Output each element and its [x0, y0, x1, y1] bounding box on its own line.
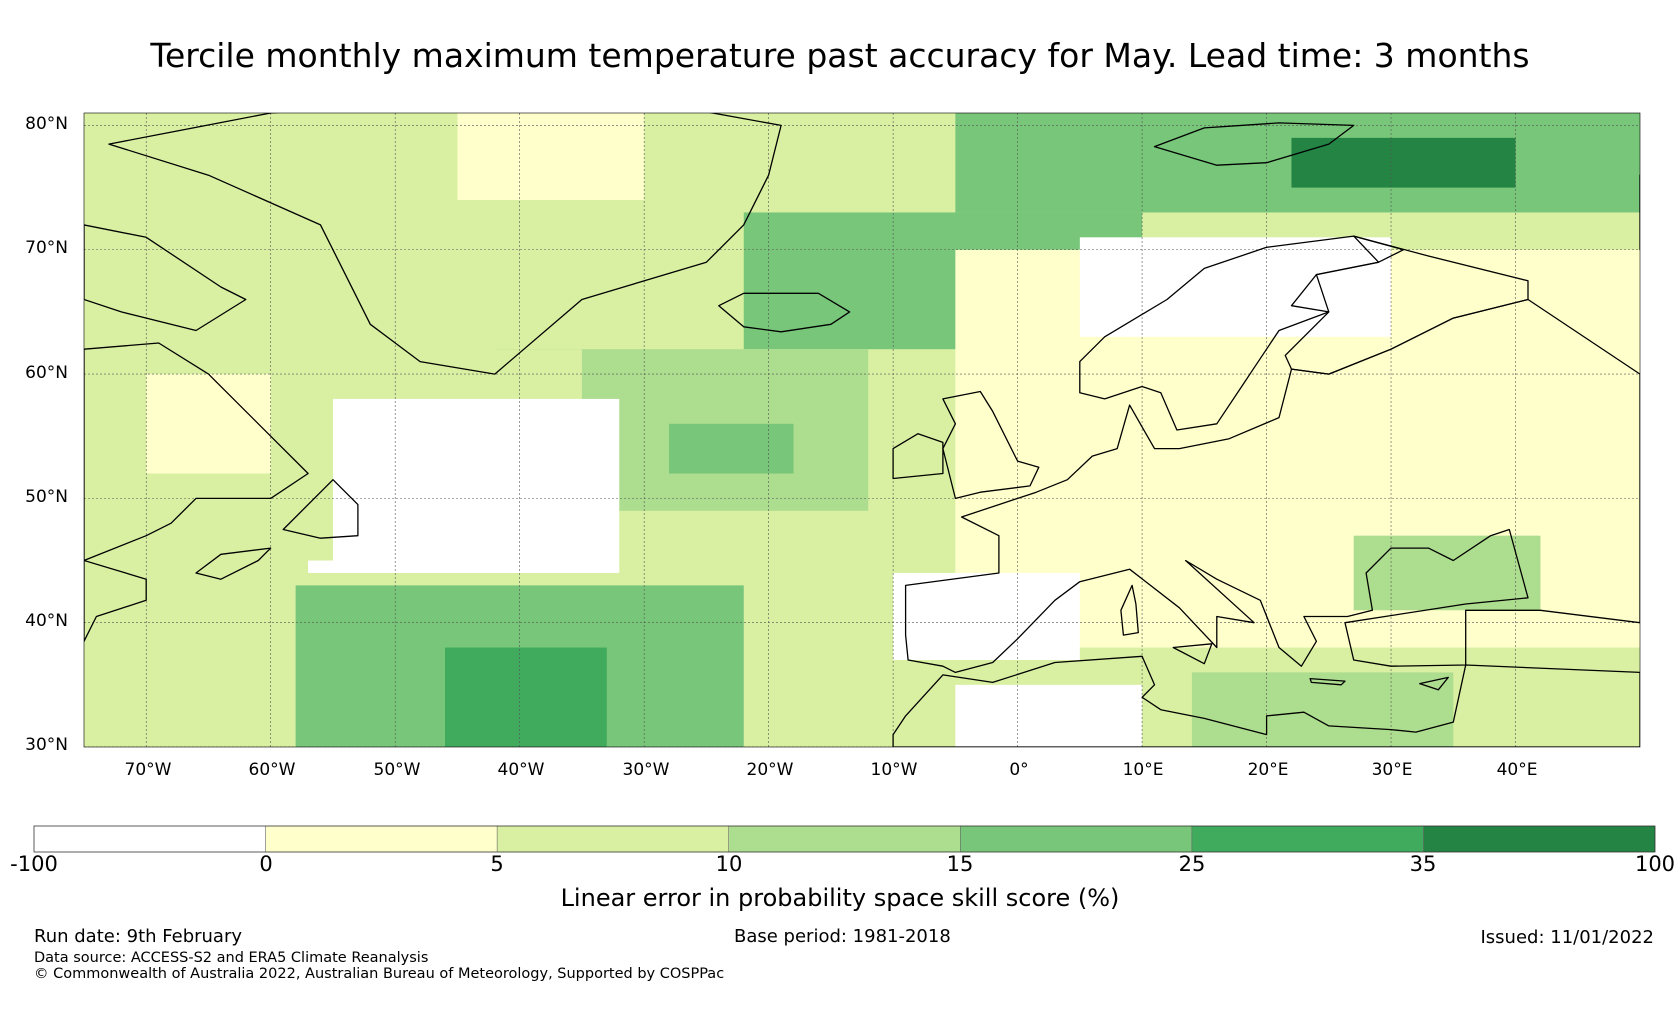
lon-label-40e: 40°E: [1496, 760, 1538, 780]
region-labrador: [84, 113, 333, 561]
lat-label-30n: 30°N: [25, 735, 68, 755]
copyright: © Commonwealth of Australia 2022, Austra…: [34, 966, 725, 982]
coastline-newfoundland: [282, 479, 359, 539]
region-barents-core: [1291, 137, 1516, 188]
colorbar-segment: [1191, 826, 1424, 852]
map-frame: [83, 112, 1641, 748]
colorbar-segment: [265, 826, 498, 852]
colorbar-tick-100: 100: [1634, 852, 1676, 876]
coastline-cyprus: [1419, 676, 1449, 691]
run-date: Run date: 9th February: [34, 926, 243, 947]
map-title: Tercile monthly maximum temperature past…: [150, 36, 1530, 75]
colorbar-segment: [728, 826, 961, 852]
coastline-svalbard: [1153, 122, 1355, 166]
region-scandinavia-white: [1079, 237, 1392, 337]
coastline-britain: [942, 390, 1040, 500]
region-labrador-yellow: [146, 374, 271, 474]
lon-label-10w: 10°W: [870, 760, 918, 780]
data-source: Data source: ACCESS-S2 and ERA5 Climate …: [34, 950, 429, 966]
region-mid-atlantic-core: [669, 423, 794, 474]
coastline-crete: [1309, 677, 1346, 686]
base-period: Base period: 1981-2018: [734, 926, 951, 947]
region-north-africa-white: [955, 684, 1143, 747]
lat-label-50n: 50°N: [25, 487, 68, 507]
colorbar-segment: [960, 826, 1192, 852]
colorbar-tick-10: 10: [715, 852, 743, 876]
coastline-nova-scotia: [195, 547, 272, 580]
lat-label-70n: 70°N: [25, 238, 68, 258]
colorbar-label: Linear error in probability space skill …: [560, 884, 1120, 912]
coastline-scandinavia: [1079, 235, 1405, 431]
region-subtropical-core: [444, 647, 607, 747]
colorbar-segment: [497, 826, 729, 852]
colorbar-tick-15: 15: [946, 852, 974, 876]
colorbar-frame: [33, 825, 1656, 853]
lon-label-60w: 60°W: [248, 760, 296, 780]
lon-label-20e: 20°E: [1247, 760, 1289, 780]
region-iberia-white: [893, 572, 1080, 660]
lon-label-10e: 10°E: [1122, 760, 1164, 780]
colorbar-segment: [1423, 826, 1655, 852]
coastline-north-africa: [892, 655, 1640, 747]
coastline-labrador-quebec: [84, 342, 309, 562]
lon-label-30e: 30°E: [1371, 760, 1413, 780]
coastline-ireland: [892, 433, 944, 480]
colorbar-tick-5: 5: [490, 852, 504, 876]
lat-label-40n: 40°N: [25, 611, 68, 631]
coastline-greenland: [108, 113, 782, 375]
colorbar-segment: [34, 826, 266, 852]
coastline-iceland: [718, 292, 851, 333]
coastline-usa-coast: [84, 559, 147, 642]
lon-label-40w: 40°W: [497, 760, 545, 780]
coastline-sardinia-corsica: [1120, 584, 1139, 636]
coastline-baffin: [84, 224, 247, 332]
lon-label-50w: 50°W: [373, 760, 421, 780]
colorbar-tick-0: 0: [259, 852, 273, 876]
colorbar-tick-35: 35: [1409, 852, 1437, 876]
lon-label-0: 0°: [1009, 760, 1029, 780]
colorbar-tick-25: 25: [1178, 852, 1206, 876]
coastline-europe-main: [904, 298, 1640, 674]
region-atlantic-white: [308, 398, 620, 573]
region-med-east: [1191, 672, 1454, 747]
lon-label-20w: 20°W: [746, 760, 794, 780]
lon-label-70w: 70°W: [124, 760, 172, 780]
coastline-sicily: [1172, 643, 1213, 665]
lat-label-60n: 60°N: [25, 363, 68, 383]
region-black-sea: [1353, 535, 1541, 611]
region-greenland-yellow: [457, 113, 645, 201]
lon-label-30w: 30°W: [622, 760, 670, 780]
issued-date: Issued: 11/01/2022: [1480, 927, 1654, 948]
lat-label-80n: 80°N: [25, 114, 68, 134]
colorbar-tick-neg100: -100: [10, 852, 58, 876]
